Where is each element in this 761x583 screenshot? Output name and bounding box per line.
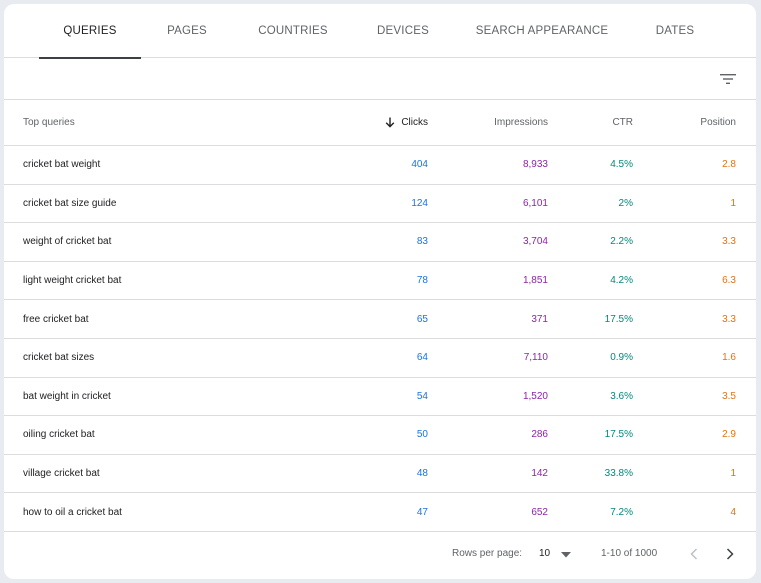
ctr-cell: 17.5% [604,429,633,441]
clicks-cell: 64 [416,352,428,364]
impressions-cell: 371 [531,313,548,325]
header-top-queries[interactable]: Top queries [23,117,75,128]
tab-queries[interactable]: QUERIES [39,4,141,59]
tab-pages[interactable]: PAGES [167,25,207,37]
position-cell: 1 [730,197,736,209]
rows-per-page-select[interactable]: 10 [539,548,551,559]
ctr-cell: 2.2% [610,236,633,248]
position-cell: 2.9 [722,429,736,441]
position-cell: 4 [730,506,736,518]
table-header-row: Top queries Clicks Impressions CTR Posit… [4,100,756,146]
table-row[interactable]: cricket bat weight 404 8,933 4.5% 2.8 [4,146,756,185]
table-row[interactable]: cricket bat sizes 64 7,110 0.9% 1.6 [4,339,756,378]
position-cell: 3.3 [722,313,736,325]
chevron-right-icon [726,548,734,560]
impressions-cell: 286 [531,429,548,441]
query-cell: village cricket bat [23,468,100,480]
position-cell: 1.6 [722,352,736,364]
clicks-cell: 78 [416,275,428,287]
query-cell: weight of cricket bat [23,236,112,248]
query-cell: free cricket bat [23,313,89,325]
ctr-cell: 4.5% [610,159,633,171]
table-toolbar [4,58,756,100]
query-cell: how to oil a cricket bat [23,506,122,518]
ctr-cell: 17.5% [604,313,633,325]
filter-icon [720,74,736,84]
table-footer: Rows per page: 10 1-10 of 1000 [4,534,756,574]
impressions-cell: 7,110 [523,352,548,364]
tab-search-appearance[interactable]: SEARCH APPEARANCE [475,25,609,37]
clicks-cell: 50 [416,429,428,441]
ctr-cell: 2% [618,197,633,209]
tab-bar: QUERIES PAGES COUNTRIES DEVICES SEARCH A… [4,4,756,59]
table-row[interactable]: bat weight in cricket 54 1,520 3.6% 3.5 [4,378,756,417]
header-clicks-label: Clicks [401,117,428,128]
clicks-cell: 124 [411,197,428,209]
ctr-cell: 7.2% [610,506,633,518]
table-row[interactable]: light weight cricket bat 78 1,851 4.2% 6… [4,262,756,301]
clicks-cell: 54 [416,390,428,402]
clicks-cell: 65 [416,313,428,325]
previous-page-button[interactable] [685,545,703,563]
pagination-range: 1-10 of 1000 [601,548,658,559]
position-cell: 3.5 [722,390,736,402]
header-clicks[interactable]: Clicks [324,100,428,145]
table-row[interactable]: free cricket bat 65 371 17.5% 3.3 [4,300,756,339]
query-cell: cricket bat weight [23,159,101,171]
clicks-cell: 47 [416,506,428,518]
table-row[interactable]: cricket bat size guide 124 6,101 2% 1 [4,185,756,224]
impressions-cell: 652 [531,506,548,518]
impressions-cell: 1,520 [522,390,548,402]
clicks-cell: 83 [416,236,428,248]
arrow-down-icon [385,117,395,128]
ctr-cell: 33.8% [604,468,633,480]
header-impressions[interactable]: Impressions [494,117,548,128]
impressions-cell: 8,933 [522,159,548,171]
position-cell: 2.8 [722,159,736,171]
next-page-button[interactable] [721,545,739,563]
header-ctr[interactable]: CTR [612,117,633,128]
table-row[interactable]: village cricket bat 48 142 33.8% 1 [4,455,756,494]
rows-per-page-label: Rows per page: [452,548,523,559]
ctr-cell: 3.6% [610,390,633,402]
impressions-cell: 6,101 [522,197,548,209]
position-cell: 1 [730,468,736,480]
query-cell: light weight cricket bat [23,275,122,287]
tab-dates[interactable]: DATES [655,25,695,37]
impressions-cell: 1,851 [522,275,548,287]
position-cell: 6.3 [722,275,736,287]
query-cell: oiling cricket bat [23,429,95,441]
impressions-cell: 142 [531,468,548,480]
performance-card: QUERIES PAGES COUNTRIES DEVICES SEARCH A… [4,4,756,579]
table-row[interactable]: oiling cricket bat 50 286 17.5% 2.9 [4,416,756,455]
tab-devices[interactable]: DEVICES [377,25,429,37]
table-row[interactable]: how to oil a cricket bat 47 652 7.2% 4 [4,493,756,532]
queries-table: Top queries Clicks Impressions CTR Posit… [4,100,756,532]
ctr-cell: 0.9% [610,352,633,364]
position-cell: 3.3 [722,236,736,248]
query-cell: cricket bat sizes [23,352,95,364]
header-position[interactable]: Position [700,117,736,128]
query-cell: cricket bat size guide [23,197,117,209]
caret-down-icon[interactable] [561,550,571,561]
chevron-left-icon [690,548,698,560]
impressions-cell: 3,704 [522,236,548,248]
tab-countries[interactable]: COUNTRIES [258,25,328,37]
clicks-cell: 404 [411,159,428,171]
ctr-cell: 4.2% [610,275,633,287]
filter-button[interactable] [718,69,738,89]
table-row[interactable]: weight of cricket bat 83 3,704 2.2% 3.3 [4,223,756,262]
clicks-cell: 48 [416,468,428,480]
query-cell: bat weight in cricket [23,390,111,402]
